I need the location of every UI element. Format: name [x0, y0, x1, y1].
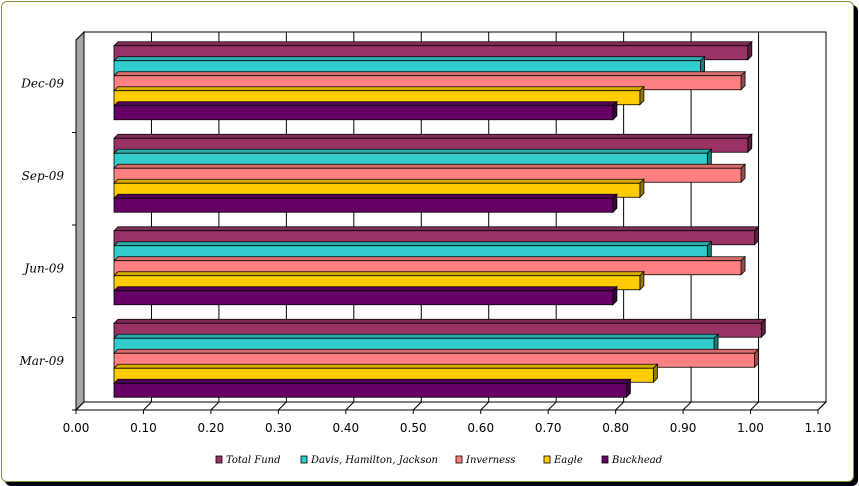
x-tick-label: 0.30	[265, 421, 292, 435]
y-category-label: Dec-09	[20, 76, 64, 90]
legend-label-inverness: Inverness	[465, 455, 515, 466]
x-tick-label: 0.90	[670, 421, 697, 435]
y-category-label: Sep-09	[22, 169, 65, 183]
legend-label-eagle: Eagle	[553, 455, 583, 466]
floor-gridline	[547, 401, 557, 411]
bar-top-eagle-mar-09	[113, 363, 659, 369]
bar-top-davis-hamilton-jackson-mar-09	[113, 333, 720, 339]
floor-gridline	[412, 401, 422, 411]
bar-buckhead-mar-09	[113, 382, 627, 398]
legend-swatch-inverness	[455, 455, 463, 464]
plot-side-wall	[75, 30, 85, 412]
floor-gridline	[210, 401, 220, 411]
x-tick-label: 1.10	[805, 421, 832, 435]
bar-buckhead-dec-09	[113, 105, 614, 121]
x-tick-label: 0.80	[602, 421, 629, 435]
legend-label-buckhead: Buckhead	[611, 455, 662, 466]
bar-top-total-fund-mar-09	[113, 318, 767, 324]
y-category-label: Jun-09	[21, 261, 64, 275]
floor-gridline	[480, 401, 490, 411]
bar-top-inverness-jun-09	[113, 256, 747, 262]
bar-buckhead-jun-09	[113, 290, 614, 306]
floor-gridline	[615, 401, 624, 411]
bar-top-davis-hamilton-jackson-dec-09	[113, 56, 706, 62]
x-tick-label: 0.50	[400, 421, 427, 435]
bar-top-total-fund-jun-09	[113, 226, 760, 232]
bar-top-buckhead-mar-09	[113, 378, 632, 384]
bar-top-inverness-sep-09	[113, 163, 747, 169]
x-tick-label: 0.70	[535, 421, 562, 435]
y-category-label: Mar-09	[18, 354, 64, 368]
bar-top-total-fund-sep-09	[113, 133, 753, 139]
bar-top-inverness-dec-09	[113, 71, 747, 77]
x-tick-label: 0.20	[198, 421, 225, 435]
floor-gridline	[345, 401, 355, 411]
x-tick-label: 0.10	[130, 421, 157, 435]
bar-buckhead-sep-09	[113, 197, 614, 213]
floor-gridline	[750, 401, 759, 411]
x-tick-label: 0.60	[467, 421, 494, 435]
x-tick-label: 1.00	[737, 421, 764, 435]
legend-label-total-fund: Total Fund	[226, 455, 281, 466]
floor-gridline	[682, 401, 692, 411]
bar-top-buckhead-jun-09	[113, 286, 618, 292]
legend-swatch-buckhead	[601, 455, 609, 464]
floor-gridline	[817, 401, 827, 411]
legend-swatch-eagle	[543, 455, 551, 464]
legend-swatch-davis-hamilton-jackson	[300, 455, 308, 464]
bar-top-total-fund-dec-09	[113, 41, 753, 47]
bar-top-davis-hamilton-jackson-sep-09	[113, 148, 713, 154]
floor-gridline	[143, 401, 152, 411]
bar-top-eagle-jun-09	[113, 271, 645, 277]
bar-top-eagle-dec-09	[113, 86, 645, 92]
plot-floor	[74, 401, 828, 411]
x-tick-label: 0.40	[332, 421, 359, 435]
bar-top-davis-hamilton-jackson-jun-09	[113, 241, 713, 247]
x-tick-label: 0.00	[63, 421, 90, 435]
floor-gridline	[278, 401, 287, 411]
floor-gridline	[75, 401, 85, 411]
legend-swatch-total-fund	[215, 455, 223, 464]
bar-top-buckhead-dec-09	[113, 101, 618, 107]
bar-top-inverness-mar-09	[113, 348, 760, 354]
bar-top-buckhead-sep-09	[113, 193, 618, 199]
bar-top-eagle-sep-09	[113, 178, 645, 184]
legend-label-davis-hamilton-jackson: Davis, Hamilton, Jackson	[310, 455, 438, 466]
